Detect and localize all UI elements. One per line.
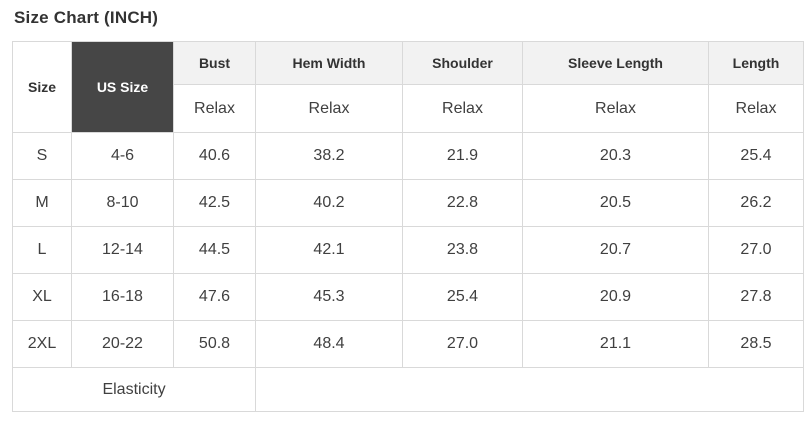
table-row-size-2xl: 2XL 20-22 50.8 48.4 27.0 21.1 28.5 xyxy=(12,320,804,368)
column-header-bust: Bust xyxy=(173,41,256,85)
shoulder-value: 27.0 xyxy=(402,320,523,368)
size-label: L xyxy=(12,226,72,274)
us-size-value: 20-22 xyxy=(71,320,174,368)
shoulder-value: 25.4 xyxy=(402,273,523,321)
size-label: 2XL xyxy=(12,320,72,368)
column-header-shoulder: Shoulder xyxy=(402,41,523,85)
column-header-size: Size xyxy=(12,41,72,133)
us-size-value: 16-18 xyxy=(71,273,174,321)
size-chart-table: Size US Size Bust Hem Width Shoulder Sle… xyxy=(12,41,804,412)
elasticity-row: Elasticity xyxy=(12,367,804,412)
size-label: XL xyxy=(12,273,72,321)
fit-type-hem-width: Relax xyxy=(255,84,403,133)
length-value: 26.2 xyxy=(708,179,804,227)
hem-width-value: 48.4 xyxy=(255,320,403,368)
column-header-hem-width: Hem Width xyxy=(255,41,403,85)
shoulder-value: 22.8 xyxy=(402,179,523,227)
us-size-value: 12-14 xyxy=(71,226,174,274)
length-value: 25.4 xyxy=(708,132,804,180)
sleeve-length-value: 21.1 xyxy=(522,320,709,368)
shoulder-value: 21.9 xyxy=(402,132,523,180)
bust-value: 50.8 xyxy=(173,320,256,368)
table-row-size-xl: XL 16-18 47.6 45.3 25.4 20.9 27.8 xyxy=(12,273,804,321)
hem-width-value: 40.2 xyxy=(255,179,403,227)
length-value: 27.0 xyxy=(708,226,804,274)
bust-value: 44.5 xyxy=(173,226,256,274)
hem-width-value: 42.1 xyxy=(255,226,403,274)
sleeve-length-value: 20.3 xyxy=(522,132,709,180)
fit-type-sleeve-length: Relax xyxy=(522,84,709,133)
column-header-us-size: US Size xyxy=(71,41,174,133)
fit-type-shoulder: Relax xyxy=(402,84,523,133)
bust-value: 42.5 xyxy=(173,179,256,227)
size-label: S xyxy=(12,132,72,180)
us-size-value: 8-10 xyxy=(71,179,174,227)
column-header-length: Length xyxy=(708,41,804,85)
bust-value: 47.6 xyxy=(173,273,256,321)
table-row-size-s: S 4-6 40.6 38.2 21.9 20.3 25.4 xyxy=(12,132,804,180)
table-row-size-m: M 8-10 42.5 40.2 22.8 20.5 26.2 xyxy=(12,179,804,227)
fit-type-row: Relax Relax Relax Relax Relax xyxy=(13,84,804,133)
sleeve-length-value: 20.5 xyxy=(522,179,709,227)
length-value: 28.5 xyxy=(708,320,804,368)
table-row-size-l: L 12-14 44.5 42.1 23.8 20.7 27.0 xyxy=(12,226,804,274)
size-label: M xyxy=(12,179,72,227)
sleeve-length-value: 20.7 xyxy=(522,226,709,274)
hem-width-value: 38.2 xyxy=(255,132,403,180)
hem-width-value: 45.3 xyxy=(255,273,403,321)
column-header-sleeve-length: Sleeve Length xyxy=(522,41,709,85)
page-title: Size Chart (INCH) xyxy=(14,8,159,27)
fit-type-bust: Relax xyxy=(173,84,256,133)
bust-value: 40.6 xyxy=(173,132,256,180)
header-row: Size US Size Bust Hem Width Shoulder Sle… xyxy=(12,41,804,133)
length-value: 27.8 xyxy=(708,273,804,321)
size-chart-section: Size Chart (INCH) Size US Size Bust Hem … xyxy=(12,8,804,412)
sleeve-length-value: 20.9 xyxy=(522,273,709,321)
fit-type-length: Relax xyxy=(708,84,804,133)
shoulder-value: 23.8 xyxy=(402,226,523,274)
elasticity-label: Elasticity xyxy=(12,367,256,412)
elasticity-value xyxy=(255,367,804,412)
us-size-value: 4-6 xyxy=(71,132,174,180)
